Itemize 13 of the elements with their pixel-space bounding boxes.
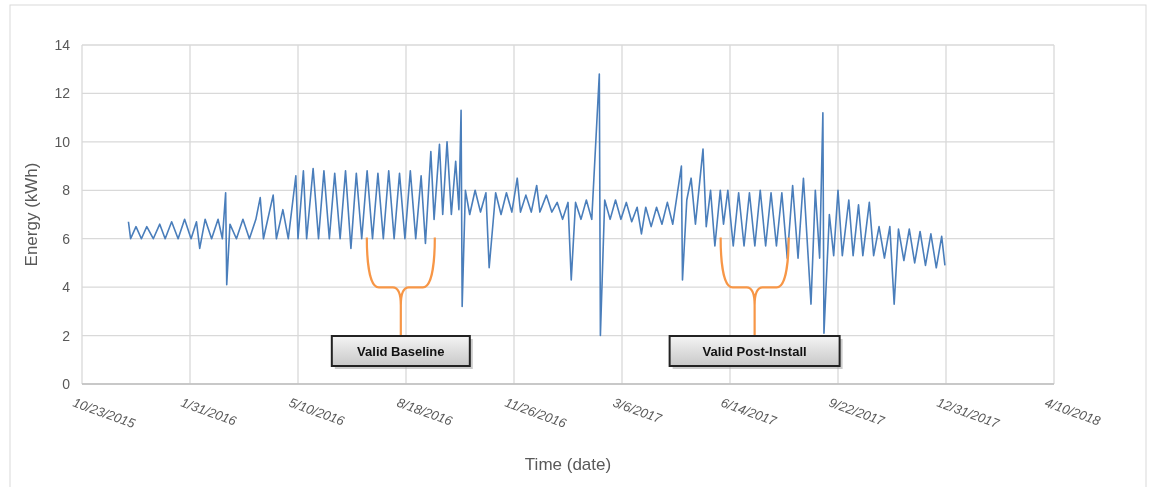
y-tick-label: 2 bbox=[62, 327, 71, 344]
y-axis-title: Energy (kWh) bbox=[22, 162, 41, 267]
annotation: Valid Baseline bbox=[357, 344, 445, 359]
y-tick-label: 14 bbox=[54, 37, 71, 53]
y-tick-label: 6 bbox=[62, 230, 71, 247]
x-axis-title: Time (date) bbox=[524, 455, 612, 474]
y-tick-label: 10 bbox=[54, 133, 71, 150]
y-tick-label: 0 bbox=[62, 376, 71, 392]
y-tick-label: 12 bbox=[54, 85, 71, 102]
y-tick-label: 4 bbox=[62, 279, 71, 296]
annotation: Valid Post-Install bbox=[702, 344, 807, 359]
line-series bbox=[127, 73, 946, 337]
y-tick-label: 8 bbox=[62, 182, 71, 199]
